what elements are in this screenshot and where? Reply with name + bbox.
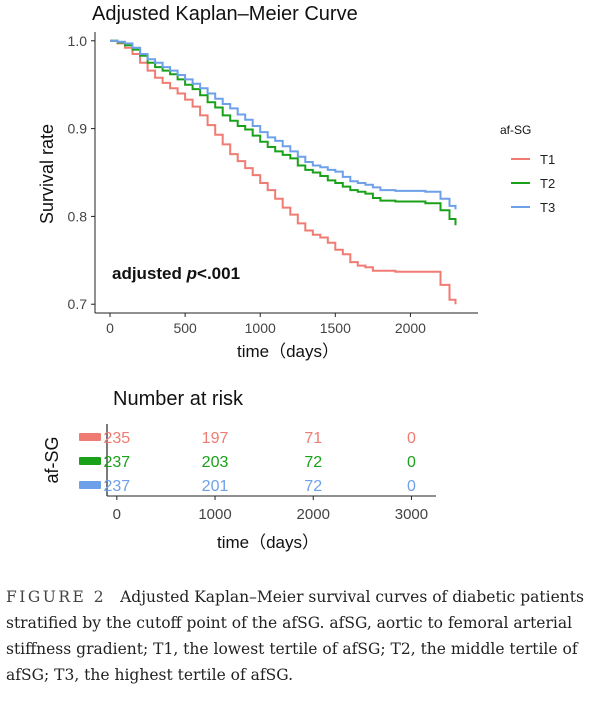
figure-label: FIGURE 2 [6, 588, 107, 606]
km-series-t1 [110, 39, 457, 305]
km-y-tick-label: 1.0 [68, 33, 88, 49]
km-x-axis-label: time（days） [237, 342, 339, 361]
km-x-tick-label: 1500 [320, 320, 351, 336]
risk-row-key [79, 433, 101, 441]
risk-y-axis-label: af-SG [42, 436, 62, 483]
risk-cell: 0 [407, 478, 416, 495]
p-value-annotation: adjusted p<.001 [112, 264, 240, 283]
caption-text: Adjusted Kaplan–Meier survival curves of… [6, 588, 584, 684]
risk-x-tick-label: 1000 [198, 506, 231, 523]
risk-cell: 235 [103, 430, 130, 447]
risk-cell: 0 [407, 430, 416, 447]
risk-cell: 237 [103, 454, 130, 471]
km-series-t3 [110, 39, 457, 210]
risk-cell: 237 [103, 478, 130, 495]
km-legend: af-SG T1 T2 T3 [500, 123, 555, 215]
risk-row-key [79, 481, 101, 489]
km-x-tick-label: 1000 [245, 320, 276, 336]
risk-row-key [79, 457, 101, 465]
km-plot-area: 0.7 0.8 0.9 1.0 0 500 1000 1500 2000 [68, 32, 478, 336]
kaplan-meier-figure: Adjusted Kaplan–Meier Curve Survival rat… [37, 3, 555, 552]
risk-cell: 201 [202, 478, 229, 495]
risk-cell: 197 [202, 430, 229, 447]
risk-cell: 203 [202, 454, 229, 471]
legend-label-t3: T3 [540, 200, 555, 215]
risk-cell: 71 [304, 430, 322, 447]
legend-title: af-SG [500, 123, 531, 137]
figure-caption: FIGURE 2 Adjusted Kaplan–Meier survival c… [6, 584, 588, 688]
km-y-tick-label: 0.7 [68, 296, 88, 312]
km-x-tick-label: 2000 [395, 320, 426, 336]
risk-x-axis-label: time（days） [217, 533, 319, 552]
km-y-axis-label: Survival rate [37, 124, 57, 224]
risk-table: 0 1000 2000 3000 235 197 71 0 237 203 72 0 237 201 72 0 [79, 424, 436, 523]
km-series-t2 [110, 39, 457, 226]
km-chart-title: Adjusted Kaplan–Meier Curve [92, 3, 358, 25]
km-x-tick-label: 500 [173, 320, 197, 336]
risk-cell: 72 [304, 478, 322, 495]
km-y-tick-label: 0.8 [68, 208, 88, 224]
risk-x-tick-label: 3000 [395, 506, 428, 523]
legend-label-t1: T1 [540, 152, 555, 167]
km-x-tick-label: 0 [106, 320, 114, 336]
risk-cell: 72 [304, 454, 322, 471]
risk-x-tick-label: 2000 [297, 506, 330, 523]
km-y-tick-label: 0.9 [68, 121, 88, 137]
risk-table-title: Number at risk [113, 388, 244, 410]
legend-label-t2: T2 [540, 176, 555, 191]
risk-x-tick-label: 0 [113, 506, 121, 523]
risk-cell: 0 [407, 454, 416, 471]
